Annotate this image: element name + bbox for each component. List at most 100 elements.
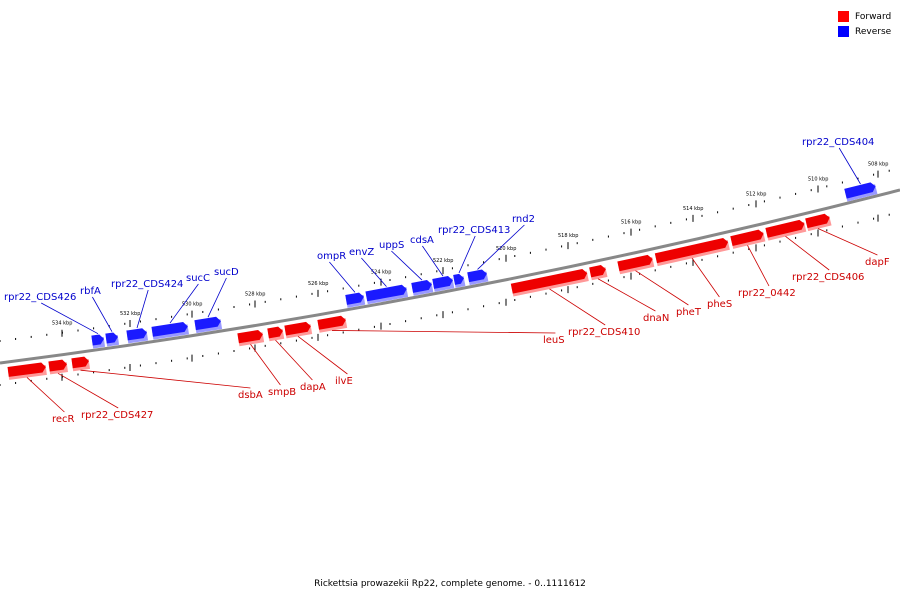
gene-label-cdsa: cdsA [410,235,434,246]
gene-arrow [453,273,466,288]
gene-body [345,292,364,305]
gene-arrow [467,269,489,286]
gene-arrow [284,321,313,339]
gene-arrow [7,362,47,380]
legend-forward-label: Forward [855,11,892,22]
gene-body [765,219,805,238]
scale-label: 510 kbp [808,176,828,182]
leader-line [250,344,281,386]
gene-arrow [105,332,120,347]
gene-arrow [48,359,69,375]
gene-arrow [617,254,655,275]
gene-body [432,276,453,289]
leader-line [747,245,770,287]
gene-body [805,213,830,229]
gene-body [654,237,729,264]
gene-body [284,321,311,336]
leader-line [691,257,720,298]
leader-line [422,245,444,277]
leader-line [331,330,556,334]
gene-body [71,356,89,369]
leader-line [80,369,251,389]
leader-line [549,288,606,326]
gene-arrow [844,182,878,202]
gene-label-dsba: dsbA [238,390,263,401]
leader-line [635,270,689,306]
gene-label-rpr22-0442: rpr22_0442 [738,288,796,299]
gene-label-rpr22-cds424: rpr22_CDS424 [111,279,183,290]
gene-label-rpr22-cds406: rpr22_CDS406 [792,272,864,283]
gene-arrow [151,321,190,340]
leader-line [329,261,356,293]
gene-label-leus: leuS [543,335,565,346]
gene-body [510,269,588,294]
gene-label-upps: uppS [379,240,404,251]
leader-line [838,147,861,185]
reverse-swatch [838,26,849,37]
scale-label: 512 kbp [746,191,766,197]
gene-arrow [194,316,223,334]
scale-label: 508 kbp [868,162,888,168]
leader-line [297,336,348,375]
gene-body [453,273,464,285]
gene-body [411,280,432,293]
gene-arrow [91,334,106,349]
legend-reverse: Reverse [838,24,891,39]
gene-label-dnan: dnaN [643,313,669,324]
leader-line [136,289,149,329]
leader-line [26,377,65,413]
leader-line [207,277,227,318]
gene-label-rpr22-cds426: rpr22_CDS426 [4,292,76,303]
gene-label-dapa: dapA [300,382,326,393]
gene-label-recr: recR [52,414,75,425]
gene-arrow [237,329,265,347]
scale-label: 518 kbp [558,233,578,239]
gene-arrow [317,315,348,333]
gene-arrow [432,276,455,292]
gene-label-ompr: ompR [317,251,346,262]
gene-label-dapf: dapF [865,257,890,268]
gene-body [151,321,188,337]
leader-line [597,278,656,312]
legend: Forward Reverse [838,9,891,39]
gene-label-rpr22-cds410: rpr22_CDS410 [568,327,640,338]
leader-line [57,372,119,409]
forward-swatch [838,11,849,22]
gene-arrow [589,265,608,281]
gene-features [7,182,878,380]
scale-label: 516 kbp [621,220,641,226]
gene-body [617,254,653,272]
gene-body [467,269,487,283]
scale-label: 522 kbp [433,258,453,264]
gene-body [105,332,118,344]
gene-label-phes: pheS [707,299,732,310]
genome-backbone [0,188,900,365]
gene-label-smpb: smpB [268,387,296,398]
gene-label-succ: sucC [186,273,210,284]
gene-arrow [805,213,832,232]
gene-body [194,316,221,331]
legend-forward: Forward [838,9,891,24]
leader-line [458,235,476,274]
gene-label-phet: pheT [676,307,702,318]
leader-line [785,236,830,271]
gene-body [7,362,46,377]
scale-label: 514 kbp [683,206,703,212]
gene-label-ilve: ilvE [335,376,353,387]
gene-body [267,326,283,339]
gene-label-rbfa: rbfA [80,286,101,297]
gene-arrow [730,229,766,249]
gene-body [589,265,606,278]
scale-label: 534 kbp [52,321,72,327]
gene-label-sucd: sucD [214,267,239,278]
gene-label-rpr22-cds413: rpr22_CDS413 [438,225,510,236]
gene-arrow [510,269,589,297]
scale-label: 532 kbp [120,311,140,317]
scale-label: 528 kbp [245,292,265,298]
leader-line [817,228,878,256]
gene-body [126,328,147,341]
gene-label-rnd2: rnd2 [512,214,535,225]
scale-label: 530 kbp [182,302,202,308]
